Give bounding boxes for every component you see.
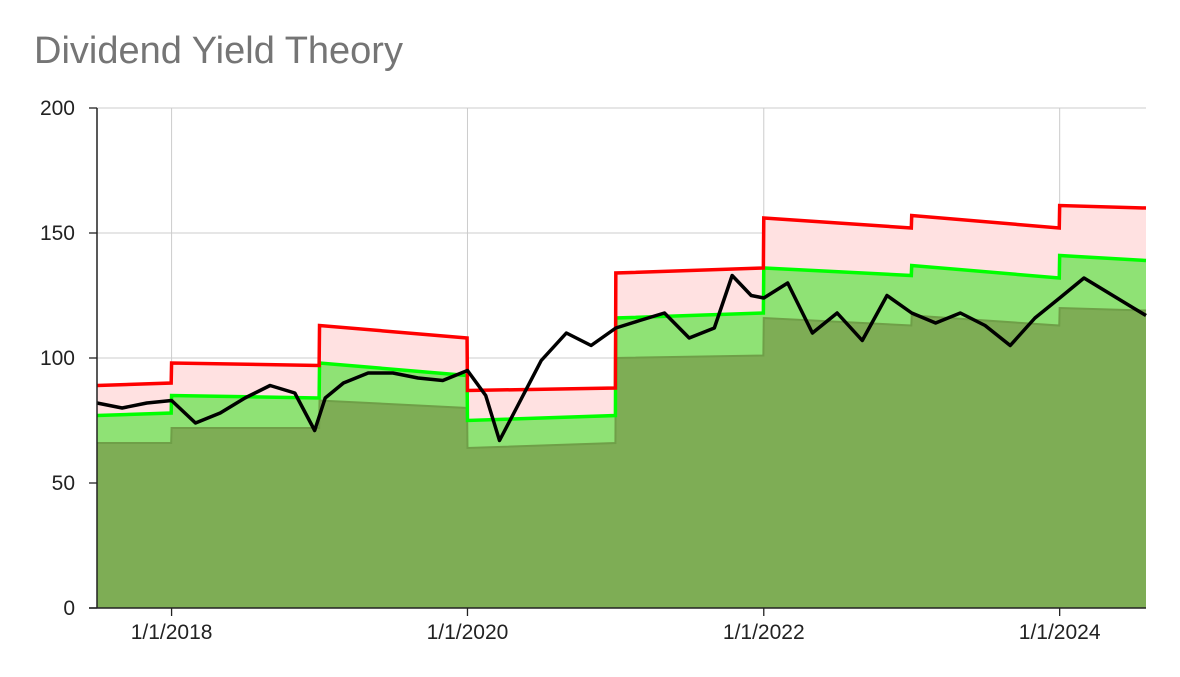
chart-title: Dividend Yield Theory — [34, 30, 403, 72]
x-tick-label: 1/1/2018 — [131, 621, 213, 644]
price-line — [96, 273, 1147, 443]
x-tick-label: 1/1/2020 — [427, 621, 509, 644]
y-tick-label: 150 — [40, 222, 75, 245]
y-tick-label: 100 — [40, 347, 75, 370]
y-tick-label: 0 — [63, 597, 75, 620]
y-tick-label: 200 — [40, 97, 75, 120]
x-tick-label: 1/1/2022 — [723, 621, 805, 644]
y-tick-label: 50 — [52, 472, 75, 495]
overvalued-line — [96, 203, 1147, 393]
undervalued-area — [97, 308, 1146, 608]
x-tick-label: 1/1/2024 — [1019, 621, 1101, 644]
